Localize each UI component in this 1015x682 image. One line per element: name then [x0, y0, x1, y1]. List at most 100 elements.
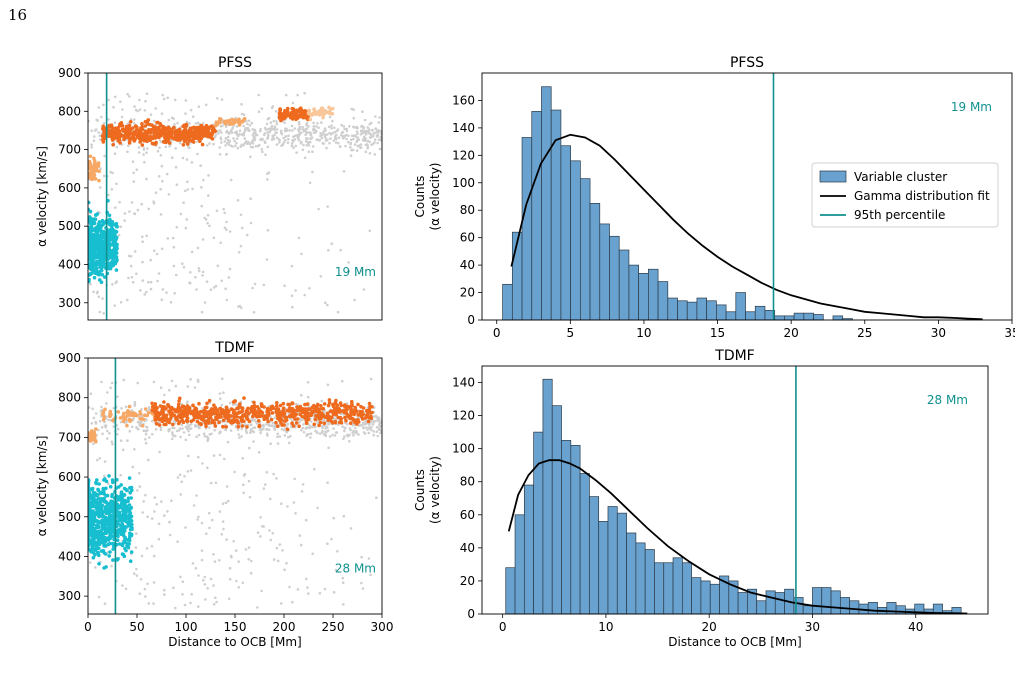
- scatter-point: [132, 572, 136, 575]
- histogram-bar: [638, 272, 649, 321]
- scatter-point: [126, 439, 129, 442]
- scatter-point: [141, 135, 146, 140]
- scatter-point: [124, 405, 128, 409]
- scatter-point: [340, 409, 345, 413]
- scatter-point: [244, 140, 248, 143]
- scatter-point: [96, 240, 100, 245]
- scatter-point: [303, 91, 306, 95]
- scatter-point: [272, 137, 276, 141]
- y-tick-label: 140: [452, 376, 475, 390]
- scatter-point: [196, 380, 200, 383]
- scatter-point: [201, 122, 205, 125]
- scatter-point: [158, 130, 163, 135]
- scatter-point: [240, 406, 245, 411]
- scatter-point: [218, 412, 222, 417]
- scatter-point: [301, 111, 306, 115]
- x-tick-label: 300: [371, 620, 394, 634]
- scatter-point: [143, 160, 146, 164]
- x-axis-label: Distance to OCB [Mm]: [168, 635, 301, 649]
- scatter-point: [204, 103, 208, 107]
- scatter-point: [115, 145, 119, 149]
- scatter-point: [271, 105, 275, 108]
- scatter-point: [181, 409, 186, 414]
- scatter-point: [244, 416, 249, 421]
- scatter-point: [89, 247, 93, 251]
- scatter-point: [104, 426, 108, 429]
- scatter-point: [297, 424, 301, 429]
- scatter-point: [89, 513, 93, 518]
- scatter-point: [212, 421, 217, 425]
- x-tick-label: 30: [805, 620, 820, 634]
- scatter-point: [203, 216, 206, 220]
- scatter-point: [290, 409, 294, 414]
- scatter-point: [103, 474, 106, 478]
- scatter-point: [110, 260, 114, 265]
- scatter-point: [160, 164, 164, 168]
- scatter-point: [135, 135, 140, 139]
- histogram-bar: [737, 592, 748, 615]
- scatter-point: [354, 426, 357, 430]
- scatter-point: [244, 119, 248, 123]
- scatter-point: [100, 262, 105, 267]
- scatter-point: [294, 289, 297, 292]
- scatter-point: [95, 530, 100, 535]
- scatter-point: [143, 587, 147, 591]
- scatter-point: [166, 96, 169, 100]
- scatter-point: [359, 133, 363, 136]
- scatter-point: [98, 138, 102, 141]
- y-tick-label: 700: [58, 430, 81, 444]
- scatter-point: [91, 491, 96, 495]
- scatter-point: [319, 134, 322, 138]
- y-tick-label: 0: [467, 313, 475, 327]
- scatter-point: [344, 426, 347, 430]
- scatter-point: [98, 419, 102, 423]
- scatter-point: [206, 586, 209, 590]
- scatter-point: [127, 404, 132, 409]
- scatter-point: [193, 414, 198, 419]
- scatter-point: [340, 379, 344, 383]
- scatter-point: [101, 233, 106, 237]
- scatter-point: [104, 565, 108, 569]
- scatter-point: [244, 409, 248, 414]
- scatter-point: [319, 404, 323, 408]
- scatter-point: [200, 521, 204, 525]
- scatter-point: [138, 140, 142, 144]
- legend-box: [811, 162, 999, 228]
- scatter-point: [349, 527, 353, 530]
- scatter-point: [303, 402, 307, 407]
- scatter-point: [216, 97, 219, 100]
- scatter-point: [277, 116, 282, 120]
- scatter-point: [276, 442, 280, 445]
- scatter-point: [236, 428, 240, 431]
- scatter-point: [170, 130, 175, 134]
- y-tick-label: 600: [58, 181, 81, 195]
- scatter-point: [304, 518, 308, 522]
- scatter-point: [327, 446, 330, 450]
- scatter-point: [172, 420, 176, 423]
- scatter-point: [157, 522, 161, 526]
- scatter-point: [237, 123, 242, 127]
- scatter-point: [174, 384, 178, 388]
- scatter-point: [326, 481, 329, 485]
- scatter-point: [228, 140, 231, 144]
- scatter-point: [124, 507, 128, 512]
- histogram-bar: [533, 431, 544, 615]
- scatter-point: [281, 114, 286, 118]
- scatter-point: [348, 440, 351, 443]
- scatter-point: [367, 129, 371, 132]
- y-tick-label: 500: [58, 219, 81, 233]
- histogram-bar: [589, 496, 600, 615]
- scatter-point: [220, 279, 223, 283]
- scatter-point: [144, 425, 148, 429]
- y-tick-label: 60: [460, 231, 475, 245]
- scatter-point: [97, 562, 101, 566]
- scatter-point: [250, 140, 253, 144]
- scatter-point: [114, 255, 119, 259]
- scatter-point: [209, 408, 213, 413]
- scatter-point: [108, 550, 112, 554]
- scatter-point: [129, 264, 133, 268]
- scatter-point: [206, 134, 210, 139]
- scatter-point: [208, 426, 211, 429]
- scatter-point: [209, 124, 214, 128]
- scatter-point: [305, 434, 308, 438]
